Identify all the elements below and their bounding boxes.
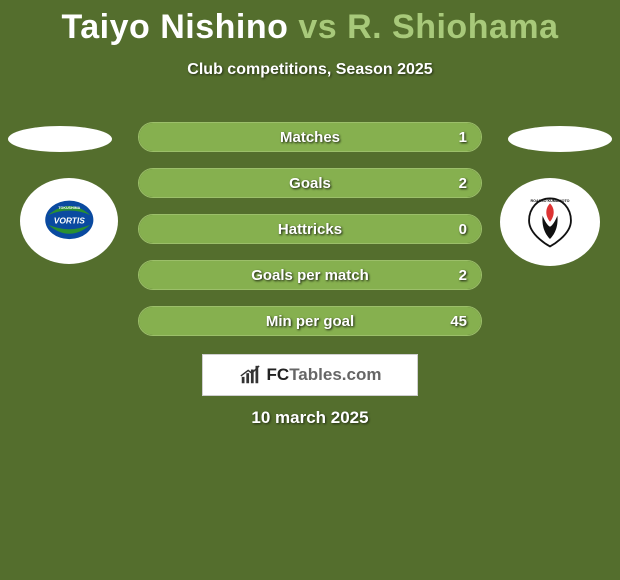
stat-value-right: 2 (459, 261, 467, 289)
stats-panel: Matches1Goals2Hattricks0Goals per match2… (138, 122, 482, 352)
svg-text:TOKUSHIMA: TOKUSHIMA (58, 206, 80, 210)
stat-value-right: 2 (459, 169, 467, 197)
vs-text: vs (298, 8, 337, 46)
stat-label: Min per goal (139, 307, 481, 335)
player2-pedestal (508, 126, 612, 152)
team-badge-right: ROASSO KUMAMOTO (500, 178, 600, 266)
stat-label: Goals per match (139, 261, 481, 289)
stat-value-right: 45 (450, 307, 467, 335)
stat-label: Hattricks (139, 215, 481, 243)
stat-row: Goals per match2 (138, 260, 482, 290)
team-badge-left: VORTIS TOKUSHIMA (20, 178, 118, 264)
date-text: 10 march 2025 (0, 408, 620, 428)
svg-text:ROASSO KUMAMOTO: ROASSO KUMAMOTO (530, 199, 569, 203)
tokushima-vortis-icon: VORTIS TOKUSHIMA (35, 191, 104, 251)
roasso-kumamoto-icon: ROASSO KUMAMOTO (515, 191, 585, 253)
stat-row: Hattricks0 (138, 214, 482, 244)
fctables-logo: FCTables.com (202, 354, 418, 396)
stat-row: Goals2 (138, 168, 482, 198)
comparison-title: Taiyo Nishino vs R. Shiohama (0, 0, 620, 47)
player1-pedestal (8, 126, 112, 152)
brand-rest: Tables.com (289, 365, 381, 384)
bar-chart-icon (239, 364, 261, 386)
stat-label: Goals (139, 169, 481, 197)
svg-text:VORTIS: VORTIS (53, 215, 85, 225)
subtitle: Club competitions, Season 2025 (0, 61, 620, 79)
stat-value-right: 1 (459, 123, 467, 151)
stat-value-right: 0 (459, 215, 467, 243)
stat-label: Matches (139, 123, 481, 151)
player2-name: R. Shiohama (347, 8, 558, 46)
player1-name: Taiyo Nishino (61, 8, 288, 46)
brand-fc: FC (267, 365, 290, 384)
brand-text: FCTables.com (267, 365, 382, 385)
stat-row: Matches1 (138, 122, 482, 152)
stat-row: Min per goal45 (138, 306, 482, 336)
